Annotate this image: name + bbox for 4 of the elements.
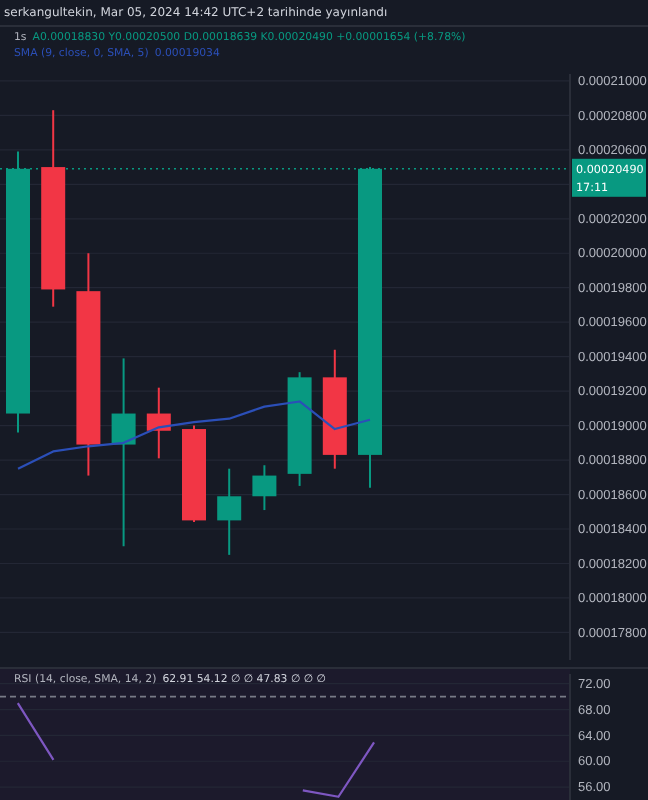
candlestick (111, 357, 136, 548)
line-series (16, 400, 372, 470)
candlestick (217, 467, 242, 556)
candlestick (252, 464, 277, 512)
